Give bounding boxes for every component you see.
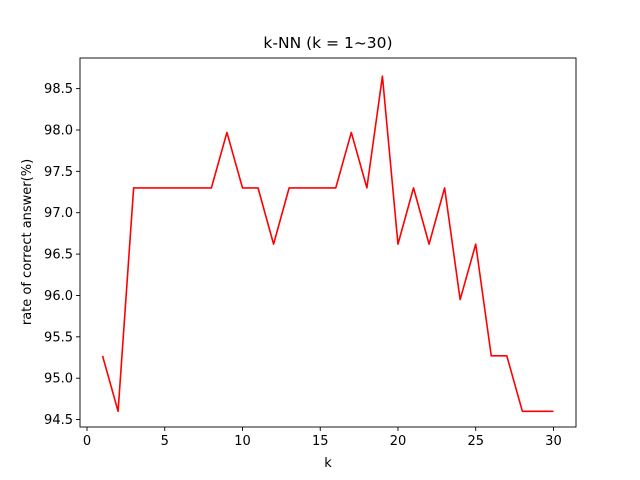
y-tick-label: 96.0: [44, 289, 73, 304]
x-tick-label: 15: [312, 434, 329, 449]
y-tick-label: 97.5: [44, 165, 73, 180]
y-tick-label: 98.5: [44, 82, 73, 97]
y-tick-label: 96.5: [44, 248, 73, 263]
series-line: [101, 75, 554, 413]
y-tick-label: 97.0: [44, 206, 73, 221]
x-tick-label: 20: [390, 434, 407, 449]
y-tick-label: 94.5: [44, 413, 73, 428]
y-tick-label: 98.0: [44, 123, 73, 138]
x-tick-label: 10: [234, 434, 251, 449]
x-axis-label: k: [324, 456, 332, 471]
y-tick-label: 95.5: [44, 330, 73, 345]
x-tick-label: 0: [83, 434, 91, 449]
x-tick-label: 30: [545, 434, 562, 449]
x-tick-label: 5: [161, 434, 169, 449]
axes-frame: [79, 57, 577, 428]
plot-area: 0 5 10 15 20 25 30 94.5 95.0 95.5 96.0 96.5 97.0 97.5…: [44, 57, 577, 449]
chart-title: k-NN (k = 1~30): [263, 34, 392, 52]
y-tick-label: 95.0: [44, 372, 73, 387]
y-axis-label: rate of correct answer(%): [20, 159, 35, 325]
x-tick-label: 25: [467, 434, 484, 449]
